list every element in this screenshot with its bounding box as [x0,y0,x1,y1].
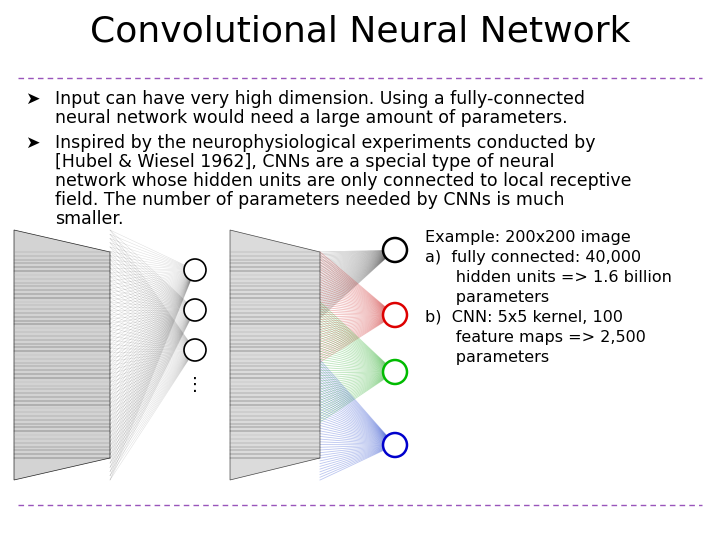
Text: field. The number of parameters needed by CNNs is much: field. The number of parameters needed b… [55,191,564,209]
Text: Convolutional Neural Network: Convolutional Neural Network [90,15,630,49]
Text: b)  CNN: 5x5 kernel, 100: b) CNN: 5x5 kernel, 100 [425,310,623,325]
Text: hidden units => 1.6 billion: hidden units => 1.6 billion [425,270,672,285]
Text: ➤: ➤ [25,134,40,152]
Text: parameters: parameters [425,290,549,305]
Text: Inspired by the neurophysiological experiments conducted by: Inspired by the neurophysiological exper… [55,134,595,152]
Polygon shape [230,230,320,480]
Polygon shape [14,230,110,480]
Circle shape [383,360,407,384]
Circle shape [184,299,206,321]
Text: [Hubel & Wiesel 1962], CNNs are a special type of neural: [Hubel & Wiesel 1962], CNNs are a specia… [55,153,554,171]
Circle shape [184,339,206,361]
Circle shape [383,238,407,262]
Text: a)  fully connected: 40,000: a) fully connected: 40,000 [425,250,641,265]
Text: Input can have very high dimension. Using a fully-connected: Input can have very high dimension. Usin… [55,90,585,108]
Circle shape [383,303,407,327]
Text: neural network would need a large amount of parameters.: neural network would need a large amount… [55,109,567,127]
Text: parameters: parameters [425,350,549,365]
Circle shape [184,259,206,281]
Text: ➤: ➤ [25,90,40,108]
Text: smaller.: smaller. [55,210,124,228]
Text: Example: 200x200 image: Example: 200x200 image [425,230,631,245]
Text: feature maps => 2,500: feature maps => 2,500 [425,330,646,345]
Text: network whose hidden units are only connected to local receptive: network whose hidden units are only conn… [55,172,631,190]
Text: ⋮: ⋮ [186,376,204,394]
Circle shape [383,433,407,457]
